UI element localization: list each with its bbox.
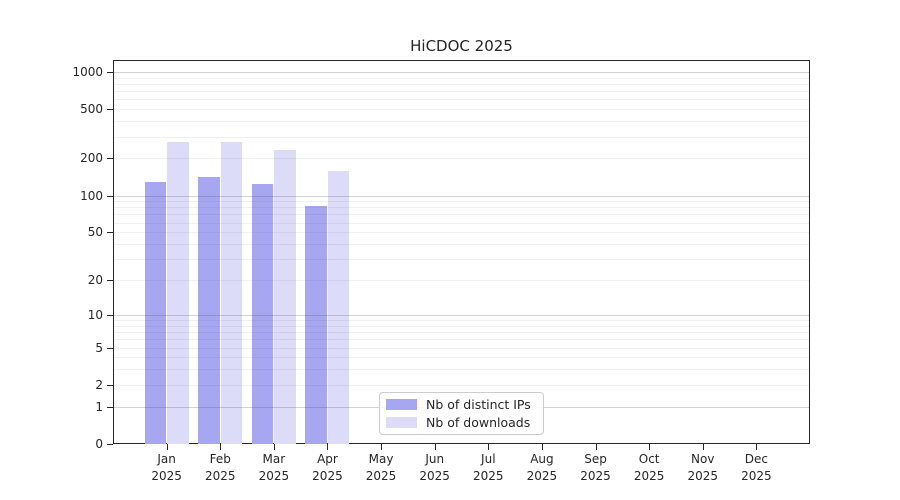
x-tick-jul [488, 444, 490, 450]
gridline-1000 [114, 72, 809, 73]
gridline-40 [114, 244, 809, 246]
bar-distinct-ips-mar [251, 183, 274, 444]
bar-distinct-ips-jan [144, 182, 167, 444]
gridline-500 [114, 109, 809, 111]
y-tick-label-500: 500 [80, 102, 103, 117]
legend-item-distinct-ips: Nb of distinct IPs [386, 397, 537, 412]
gridline-400 [114, 121, 809, 123]
x-tick-label-sep: Sep 2025 [580, 452, 611, 483]
gridline-100 [114, 195, 809, 197]
y-tick-label-20: 20 [87, 273, 103, 288]
y-tick-label-5: 5 [95, 340, 103, 355]
gridline-9 [114, 320, 809, 322]
legend-swatch-distinct-ips [386, 399, 417, 410]
gridline-4 [114, 357, 809, 359]
bar-downloads-apr [327, 171, 350, 444]
legend-swatch-downloads [386, 417, 417, 428]
gridline-8 [114, 325, 809, 327]
x-tick-oct [649, 444, 651, 450]
gridline-600 [114, 99, 809, 101]
bar-downloads-feb [220, 142, 243, 444]
y-tick-label-2: 2 [95, 377, 103, 392]
legend-label-distinct-ips: Nb of distinct IPs [426, 397, 531, 412]
x-tick-label-feb: Feb 2025 [204, 452, 236, 483]
y-tick-100 [107, 195, 113, 197]
y-tick-20 [107, 280, 113, 282]
gridline-80 [114, 207, 809, 209]
gridline-2 [114, 384, 809, 386]
gridline-700 [114, 91, 809, 93]
y-tick-label-0: 0 [95, 437, 103, 451]
gridline-7 [114, 332, 809, 334]
bar-distinct-ips-feb [198, 177, 220, 444]
gridline-5 [114, 347, 809, 349]
x-tick-feb [220, 444, 222, 450]
bar-downloads-mar [274, 150, 296, 444]
y-tick-200 [107, 158, 113, 160]
y-tick-500 [107, 109, 113, 111]
x-tick-label-dec: Dec 2025 [741, 452, 772, 483]
legend-label-downloads: Nb of downloads [426, 415, 531, 430]
gridline-900 [114, 77, 809, 79]
gridline-10 [114, 314, 809, 316]
gridline-6 [114, 339, 809, 341]
x-tick-dec [756, 444, 758, 450]
legend: Nb of distinct IPs Nb of downloads [379, 392, 544, 435]
y-tick-10 [107, 314, 113, 316]
chart-title: HiCDOC 2025 [410, 37, 513, 55]
x-tick-nov [702, 444, 704, 450]
gridline-50 [114, 232, 809, 234]
gridline-30 [114, 259, 809, 261]
x-tick-mar [273, 444, 275, 450]
y-tick-5 [107, 347, 113, 349]
y-tick-label-200: 200 [80, 151, 103, 166]
x-tick-label-jan: Jan 2025 [151, 452, 182, 483]
gridline-800 [114, 84, 809, 85]
x-tick-label-may: May 2025 [365, 452, 397, 483]
y-tick-label-100: 100 [80, 188, 103, 203]
gridline-300 [114, 136, 809, 138]
y-tick-label-50: 50 [87, 225, 103, 240]
bar-distinct-ips-apr [305, 206, 327, 444]
gridline-200 [114, 158, 809, 160]
x-tick-label-aug: Aug 2025 [526, 452, 558, 483]
x-tick-label-oct: Oct 2025 [633, 452, 665, 483]
gridline-60 [114, 222, 809, 224]
y-tick-0 [107, 444, 113, 445]
gridline-70 [114, 214, 809, 216]
plot-area [113, 60, 810, 444]
x-tick-jun [434, 444, 436, 450]
bar-downloads-jan [167, 142, 189, 444]
x-tick-apr [327, 444, 329, 450]
x-tick-may [381, 444, 383, 450]
x-tick-label-nov: Nov 2025 [687, 452, 719, 483]
y-tick-50 [107, 232, 113, 234]
x-tick-sep [595, 444, 597, 450]
legend-item-downloads: Nb of downloads [386, 415, 537, 430]
y-tick-label-1000: 1000 [72, 65, 103, 79]
x-tick-label-apr: Apr 2025 [312, 452, 343, 483]
x-tick-label-jul: Jul 2025 [473, 452, 504, 483]
x-tick-label-jun: Jun 2025 [419, 452, 450, 483]
x-tick-aug [541, 444, 543, 450]
y-tick-1000 [107, 72, 113, 73]
y-tick-label-10: 10 [87, 307, 103, 322]
y-tick-1 [107, 406, 113, 408]
gridline-20 [114, 280, 809, 282]
gridline-3 [114, 369, 809, 371]
gridline-90 [114, 201, 809, 203]
x-tick-label-mar: Mar 2025 [258, 452, 290, 483]
y-tick-label-1: 1 [95, 399, 103, 414]
y-tick-2 [107, 384, 113, 386]
x-tick-jan [166, 444, 168, 450]
